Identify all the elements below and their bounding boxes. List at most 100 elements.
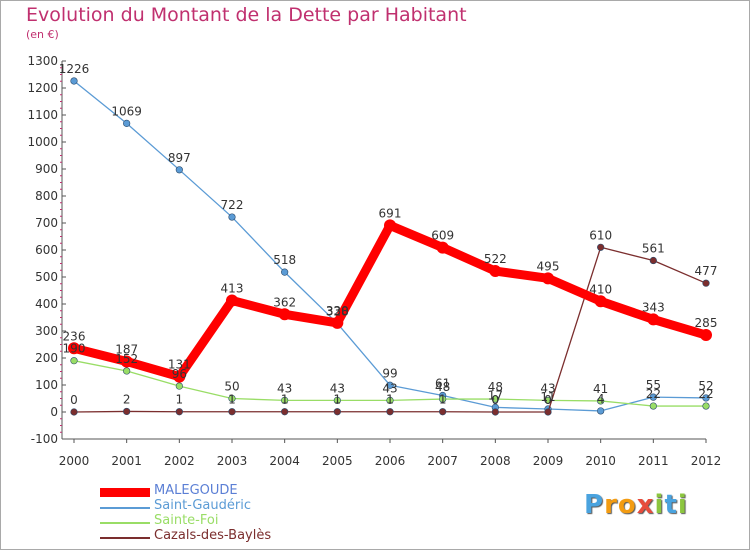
data-label: 1 (281, 393, 289, 407)
data-label: 561 (642, 242, 665, 256)
data-label: 236 (63, 329, 86, 343)
data-label: 518 (273, 253, 296, 267)
legend-swatch (100, 507, 150, 509)
data-point (70, 77, 78, 85)
data-label: 410 (589, 282, 612, 296)
y-tick-label: 1200 (27, 81, 58, 95)
data-point (386, 381, 394, 389)
data-point (491, 408, 499, 416)
data-point (333, 396, 341, 404)
data-point (649, 402, 657, 410)
y-tick-label: 600 (35, 243, 58, 257)
data-label: 61 (435, 377, 450, 391)
data-label: 609 (431, 229, 454, 243)
data-label: 187 (115, 343, 138, 357)
data-label: 17 (488, 388, 503, 402)
data-point (281, 268, 289, 276)
logo-letter: r (604, 490, 618, 520)
data-point (123, 407, 131, 416)
data-label: 4 (597, 392, 605, 406)
legend-label: Saint-Gaudéric (154, 498, 251, 513)
data-label: 1 (334, 393, 342, 407)
data-label: 131 (168, 358, 191, 372)
data-point (175, 408, 183, 416)
x-tick-label: 2002 (164, 454, 195, 468)
data-label: 43 (277, 381, 292, 395)
data-point (226, 294, 238, 307)
data-point (175, 166, 183, 174)
data-point (333, 408, 341, 416)
y-tick-label: 100 (35, 378, 58, 392)
x-tick-label: 2012 (691, 454, 722, 468)
y-tick-label: 0 (50, 405, 58, 419)
legend-label: MALEGOUDE (154, 483, 238, 498)
data-label: 285 (695, 316, 718, 330)
x-tick-label: 2010 (585, 454, 616, 468)
data-label: 330 (326, 304, 349, 318)
x-tick-label: 2008 (480, 454, 511, 468)
data-point (544, 408, 552, 416)
data-point (173, 370, 186, 383)
y-tick-label: 500 (35, 270, 58, 284)
data-point (278, 308, 291, 321)
data-label: 610 (589, 228, 612, 242)
legend-item: Cazals-des-Baylès (100, 528, 320, 545)
data-point (702, 394, 710, 402)
data-point (700, 329, 712, 342)
legend-swatch (100, 537, 150, 539)
data-point (70, 408, 78, 416)
data-point (70, 357, 78, 365)
data-point (489, 265, 502, 278)
data-point (228, 394, 236, 403)
data-label: 55 (646, 378, 661, 392)
series-line-MALEGOUDE (69, 220, 711, 382)
y-tick-label: 200 (35, 351, 58, 365)
data-label: 50 (224, 380, 239, 394)
data-point (702, 402, 710, 410)
data-label: 22 (698, 387, 713, 401)
data-label: 1 (228, 393, 236, 407)
data-label: 41 (593, 382, 608, 396)
data-point (384, 219, 396, 232)
data-label: 328 (326, 304, 349, 318)
x-tick-label: 2004 (269, 454, 300, 468)
data-label: 0 (544, 393, 552, 407)
data-point (542, 272, 554, 285)
data-point (281, 396, 289, 404)
data-label: 413 (221, 281, 244, 295)
data-label: 43 (540, 381, 555, 395)
legend-swatch (100, 522, 150, 524)
legend-item: Sainte-Foi (100, 513, 320, 530)
data-label: 52 (698, 379, 713, 393)
data-point (594, 295, 607, 308)
logo-letter: x (636, 490, 655, 520)
logo-letter: i (654, 490, 665, 520)
data-label: 48 (488, 380, 503, 394)
legend-item: Saint-Gaudéric (100, 498, 320, 515)
y-tick-label: 800 (35, 189, 58, 203)
data-point (386, 408, 394, 416)
data-label: 522 (484, 252, 507, 266)
x-tick-label: 2007 (427, 454, 458, 468)
y-tick-label: 700 (35, 216, 58, 230)
data-point (597, 243, 605, 251)
y-tick-label: 900 (35, 162, 58, 176)
data-point (647, 313, 660, 326)
x-tick-label: 2001 (111, 454, 142, 468)
data-point (120, 355, 133, 368)
legend: MALEGOUDE Saint-Gaudéric Sainte-Foi Cazals-… (100, 483, 320, 545)
proxiti-logo: Proxiti (584, 490, 688, 520)
legend-swatch (100, 488, 150, 497)
data-point (436, 241, 449, 254)
data-point (68, 342, 80, 355)
data-label: 1 (176, 393, 184, 407)
data-label: 343 (642, 300, 665, 314)
y-tick-label: 400 (35, 297, 58, 311)
data-label: 11 (540, 390, 555, 404)
data-label: 190 (63, 342, 86, 356)
y-tick-label: 1000 (27, 135, 58, 149)
data-point (228, 408, 236, 416)
data-label: 1069 (111, 104, 142, 118)
data-label: 96 (172, 367, 187, 381)
